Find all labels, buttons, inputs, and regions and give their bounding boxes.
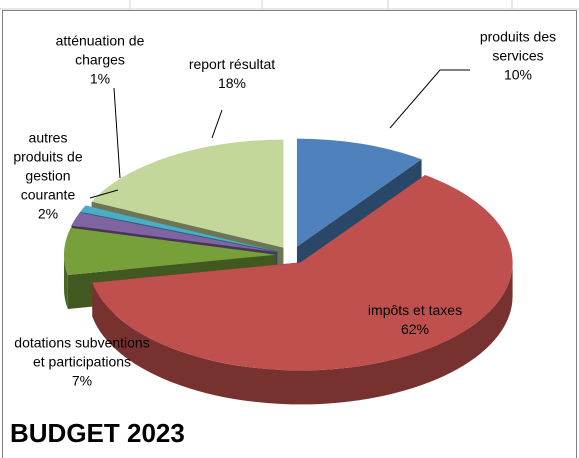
category-label: impôts et taxes [367,302,463,318]
category-label: produits des services [479,28,557,64]
value-label: 2% [37,205,59,222]
slice [91,139,284,248]
slice [71,212,277,253]
data-label: autres produits de gestion courante 2% [3,129,93,224]
category-label: dotations subventions et participations [14,334,150,370]
data-label: produits des services 10% [458,28,578,85]
leader-line [89,189,119,199]
chart-title: BUDGET 2023 [10,418,185,448]
slice [296,138,422,247]
slice [92,175,513,371]
value-label: 18% [217,75,247,91]
slice [80,205,278,252]
data-label: report résultat 18% [187,55,277,93]
data-label: impôts et taxes 62% [360,301,470,339]
value-label: 10% [503,66,533,83]
value-label: 7% [71,372,93,389]
chart-frame [2,10,577,458]
category-label: autres produits de gestion courante [13,129,83,203]
leader-line [113,87,121,179]
category-label: report résultat [188,56,276,72]
slice-side [64,254,68,309]
slice [64,227,277,275]
slice-side [92,262,513,405]
pie [64,138,513,405]
data-label: atténuation de charges 1% [50,32,150,89]
data-label: dotations subventions et participations 7… [12,334,152,391]
category-label: atténuation de charges [55,32,145,68]
value-label: 1% [89,70,111,87]
leader-line [211,109,223,139]
leader-line [389,69,470,129]
value-label: 62% [400,321,430,337]
